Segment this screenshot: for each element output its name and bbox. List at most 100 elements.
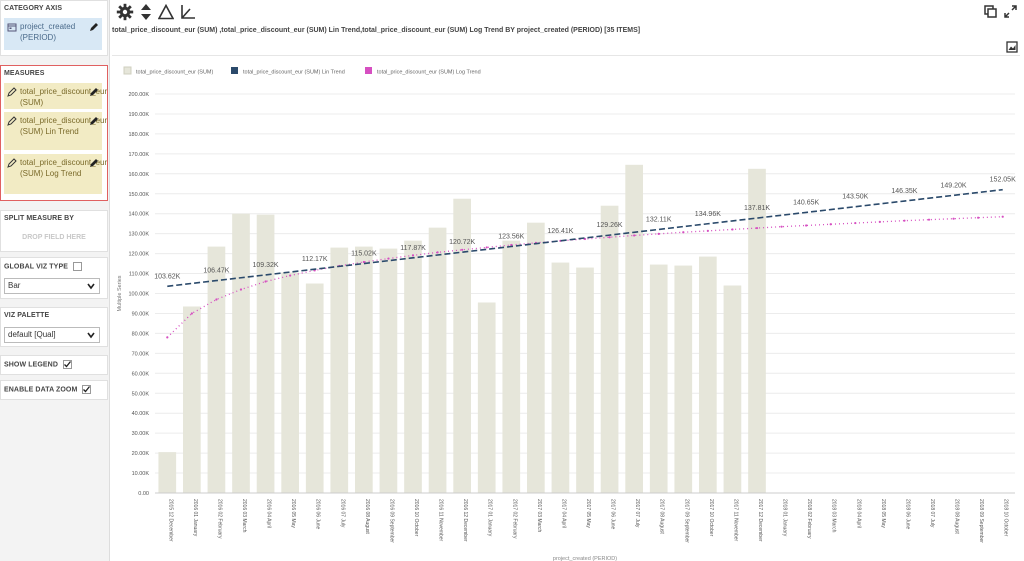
bar [404,240,422,493]
measure-label: total_price_discount_eur (SUM) Log Trend [20,158,108,178]
show-legend-row: SHOW LEGEND [1,356,107,369]
y-tick-label: 0.00 [138,491,149,497]
bar [527,222,545,494]
data-label: 146.35K [891,188,917,195]
pencil-icon[interactable] [7,116,17,126]
log-trend-point [780,225,783,228]
x-tick-label: 2017 03 March [536,499,542,533]
measure-chip-lin-trend[interactable]: total_price_discount_eur (SUM) Lin Trend [4,112,107,150]
y-tick-label: 130.00K [129,232,150,238]
x-tick-label: 2016 08 August [364,499,370,534]
log-trend-point [362,260,365,264]
pencil-icon[interactable] [89,22,99,32]
data-label: 106.47K [203,268,229,275]
x-tick-label: 2018 06 June [904,499,910,530]
log-trend-point [411,254,415,257]
y-tick-label: 180.00K [129,132,150,138]
y-tick-label: 60.00K [132,371,150,377]
global-viz-type-label: GLOBAL VIZ TYPE [4,263,68,271]
x-tick-label: 2017 11 November [732,499,738,541]
category-axis-title: CATEGORY AXIS [4,5,63,12]
category-field-label: project_created (PERIOD) [20,22,76,42]
expand-icon[interactable] [1004,5,1017,18]
viz-palette-select[interactable]: default [Qual] [4,327,100,343]
global-viz-type-checkbox[interactable] [73,262,83,271]
gear-icon[interactable] [116,3,134,21]
log-trend-point [239,288,243,291]
bar [183,306,201,493]
x-tick-label: 2018 09 September [978,499,984,543]
y-tick-label: 140.00K [129,212,150,218]
measures-section: MEASURES total_price_discount_eur (SUM) … [0,65,108,201]
log-trend-point [264,280,267,283]
log-trend-point [731,228,734,231]
data-label: 103.62K [154,273,180,280]
bar [600,205,619,493]
bar [453,198,471,494]
x-tick-label: 2016 05 May [290,499,296,528]
viz-palette-title: VIZ PALETTE [4,312,50,319]
bar [576,267,594,493]
log-trend-point [387,257,390,260]
data-label: 115.02K [351,251,377,258]
y-axis-label: Multiple Series [117,275,123,311]
legend-label: total_price_discount_eur (SUM) Log Trend [377,70,481,76]
x-tick-label: 2016 12 December [462,499,468,542]
pencil-icon[interactable] [7,158,17,168]
pencil-icon[interactable] [7,87,17,97]
data-label: 152.05K [990,177,1016,184]
axis-icon[interactable] [180,4,196,20]
bar [256,214,275,493]
bar [748,168,766,493]
log-trend-point [289,274,292,277]
pencil-icon[interactable] [89,116,99,126]
data-zoom-checkbox[interactable] [82,385,92,394]
log-trend-point [190,312,193,315]
log-trend-point [166,336,169,339]
viz-type-select[interactable]: Bar [4,278,100,294]
bar [207,246,226,493]
y-axis: 0.00 10.00K 20.00K 30.00K 40.00K 50.00K 60.00K… [117,92,149,497]
bar [551,262,570,493]
log-trend-point [805,224,808,227]
bar [232,213,250,493]
pencil-icon[interactable] [89,158,99,168]
split-measure-section[interactable]: SPLIT MEASURE BY DROP FIELD HERE [0,210,108,252]
y-tick-label: 200.00K [129,92,150,98]
export-image-icon[interactable] [1006,41,1018,53]
data-label: 129.26K [597,222,623,229]
log-trend-line [166,216,1003,338]
log-trend-point [461,248,464,251]
measure-chip-sum[interactable]: total_price_discount_eur (SUM) [4,83,107,109]
triangle-icon[interactable] [158,4,174,20]
log-trend-point [682,231,685,234]
legend-swatch [123,66,132,75]
measures-title: MEASURES [4,70,45,77]
x-tick-label: 2015 12 December [167,499,173,542]
show-legend-label: SHOW LEGEND [4,361,58,369]
lin-trend-line [167,188,1003,288]
category-field-chip[interactable]: project_created (PERIOD) [4,18,102,50]
show-legend-checkbox[interactable] [63,360,73,369]
measure-chip-log-trend[interactable]: total_price_discount_eur (SUM) Log Trend [4,154,107,194]
y-tick-label: 40.00K [132,411,150,417]
y-tick-label: 70.00K [132,351,150,357]
x-tick-label: 2018 01 January [782,499,788,537]
x-tick-label: 2016 01 January [192,499,198,537]
measure-label: total_price_discount_eur (SUM) [20,87,108,107]
chevron-down-icon [87,332,95,339]
copy-icon[interactable] [984,5,997,18]
sort-icon[interactable] [140,3,152,21]
x-tick-label: 2016 04 April [266,499,272,528]
log-trend-point [706,229,709,232]
field-panel: CATEGORY AXIS project_created (PERIOD) M… [0,0,110,561]
log-trend-point [878,220,881,223]
log-trend-point [657,232,660,235]
x-tick-label: 2017 04 April [560,499,566,528]
data-label: 149.20K [941,182,967,189]
log-trend-point [633,234,636,237]
pencil-icon[interactable] [89,87,99,97]
x-tick-label: 2018 02 February [806,499,812,539]
show-legend-section: SHOW LEGEND [0,355,108,375]
y-tick-label: 170.00K [129,152,150,158]
